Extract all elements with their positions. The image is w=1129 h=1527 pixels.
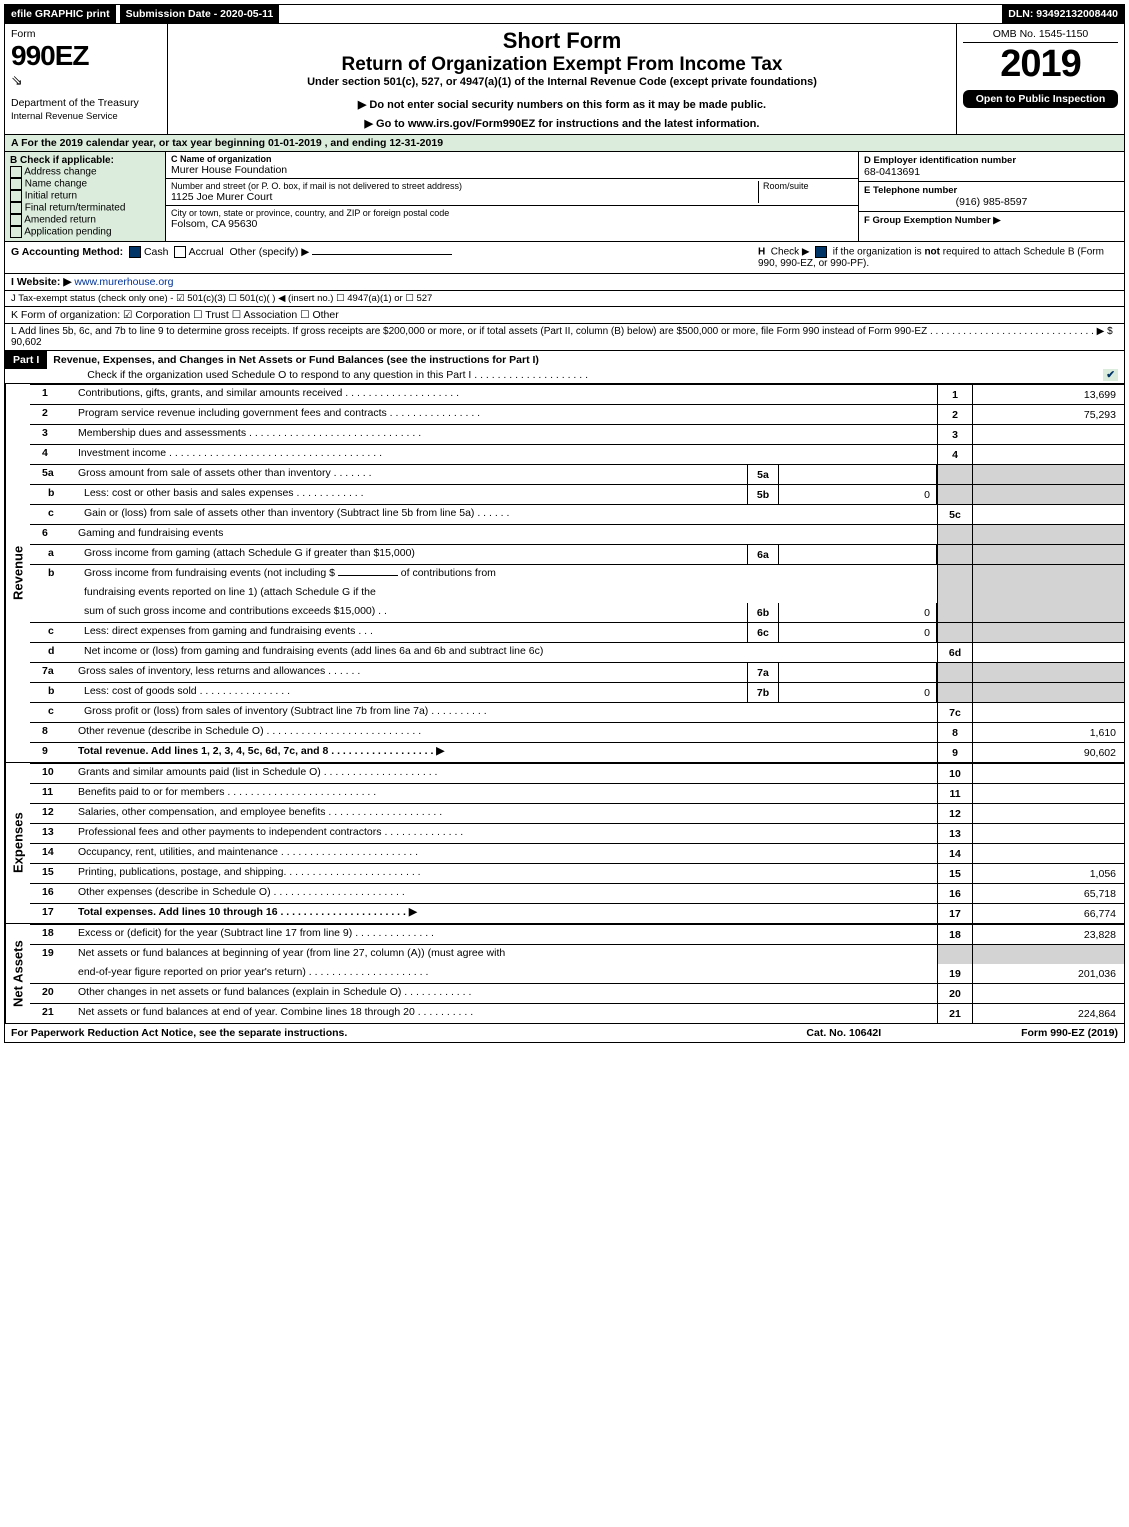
irs-label: Internal Revenue Service [11, 111, 161, 122]
footer-left: For Paperwork Reduction Act Notice, see … [11, 1027, 347, 1039]
g-label: G Accounting Method: [11, 246, 123, 258]
line-12: 12Salaries, other compensation, and empl… [30, 803, 1124, 823]
section-def: D Employer identification number 68-0413… [858, 152, 1124, 241]
open-public-badge: Open to Public Inspection [963, 90, 1118, 108]
g-other[interactable]: Other (specify) ▶ [230, 246, 310, 258]
efile-print-button[interactable]: efile GRAPHIC print [5, 5, 116, 23]
line-16: 16Other expenses (describe in Schedule O… [30, 883, 1124, 903]
line-17: 17Total expenses. Add lines 10 through 1… [30, 903, 1124, 923]
line-1: 1Contributions, gifts, grants, and simil… [30, 384, 1124, 404]
line-14: 14Occupancy, rent, utilities, and mainte… [30, 843, 1124, 863]
chk-amended-return[interactable]: Amended return [24, 215, 96, 226]
c-city-label: City or town, state or province, country… [171, 208, 853, 218]
ein-value: 68-0413691 [864, 166, 1119, 178]
line-7a: 7aGross sales of inventory, less returns… [30, 662, 1124, 682]
line-19: 19Net assets or fund balances at beginni… [30, 944, 1124, 964]
line-21: 21Net assets or fund balances at end of … [30, 1003, 1124, 1023]
line-13: 13Professional fees and other payments t… [30, 823, 1124, 843]
g-accrual[interactable]: Accrual [189, 246, 224, 258]
short-form-title: Short Form [174, 28, 950, 54]
e-label: E Telephone number [864, 185, 957, 196]
line-c: cLess: direct expenses from gaming and f… [30, 622, 1124, 642]
info-grid: B Check if applicable: Address change Na… [5, 152, 1124, 242]
form-number: 990EZ [11, 40, 161, 72]
c-street-label: Number and street (or P. O. box, if mail… [171, 181, 758, 191]
under-section: Under section 501(c), 527, or 4947(a)(1)… [174, 76, 950, 88]
line-20: 20Other changes in net assets or fund ba… [30, 983, 1124, 1003]
line-11: 11Benefits paid to or for members . . . … [30, 783, 1124, 803]
tax-year: 2019 [963, 43, 1118, 86]
line-6b: bGross income from fundraising events (n… [30, 564, 1124, 584]
line-8: 8Other revenue (describe in Schedule O) … [30, 722, 1124, 742]
section-l: L Add lines 5b, 6c, and 7b to line 9 to … [5, 324, 1124, 351]
form-container: efile GRAPHIC print Submission Date - 20… [4, 4, 1125, 1043]
dln-number: DLN: 93492132008440 [1002, 5, 1124, 23]
form-header: Form 990EZ ⇘ Department of the Treasury … [5, 24, 1124, 135]
chk-initial-return[interactable]: Initial return [25, 191, 77, 202]
section-k: K Form of organization: ☑ Corporation ☐ … [5, 307, 1124, 324]
org-name: Murer House Foundation [171, 164, 853, 176]
form-label: Form [11, 28, 161, 40]
do-not-enter-note: ▶ Do not enter social security numbers o… [174, 98, 950, 111]
expenses-vert-label: Expenses [5, 763, 30, 923]
section-b-label: B Check if applicable: [10, 155, 114, 166]
page-footer: For Paperwork Reduction Act Notice, see … [5, 1023, 1124, 1042]
line-4: 4Investment income . . . . . . . . . . .… [30, 444, 1124, 464]
section-b: B Check if applicable: Address change Na… [5, 152, 166, 241]
netassets-vert-label: Net Assets [5, 924, 30, 1023]
section-a-period: A For the 2019 calendar year, or tax yea… [5, 135, 1124, 152]
section-i: I Website: ▶ www.murerhouse.org [5, 274, 1124, 291]
c-name-label: C Name of organization [171, 154, 272, 164]
go-to-link[interactable]: ▶ Go to www.irs.gov/Form990EZ for instru… [174, 117, 950, 130]
dept-treasury: Department of the Treasury [11, 97, 161, 109]
line-9: 9Total revenue. Add lines 1, 2, 3, 4, 5c… [30, 742, 1124, 762]
d-label: D Employer identification number [864, 155, 1016, 166]
chk-name-change[interactable]: Name change [25, 179, 87, 190]
section-c: C Name of organization Murer House Found… [166, 152, 858, 241]
line-10: 10Grants and similar amounts paid (list … [30, 763, 1124, 783]
org-street: 1125 Joe Murer Court [171, 191, 758, 203]
section-h: H Check ▶ if the organization is not req… [750, 246, 1118, 269]
section-j: J Tax-exempt status (check only one) - ☑… [5, 291, 1124, 307]
f-label: F Group Exemption Number ▶ [864, 215, 1001, 226]
line-2: 2Program service revenue including gover… [30, 404, 1124, 424]
submission-date: Submission Date - 2020-05-11 [116, 5, 280, 23]
chk-final-return[interactable]: Final return/terminated [25, 203, 126, 214]
part1-check-icon: ✔ [1103, 369, 1118, 381]
line-5a: 5aGross amount from sale of assets other… [30, 464, 1124, 484]
line-d: dNet income or (loss) from gaming and fu… [30, 642, 1124, 662]
expenses-section: Expenses 10Grants and similar amounts pa… [5, 762, 1124, 923]
part1-title: Revenue, Expenses, and Changes in Net As… [47, 351, 1124, 369]
phone-value: (916) 985-8597 [864, 196, 1119, 208]
part1-label: Part I [5, 351, 47, 369]
g-cash[interactable]: Cash [144, 246, 169, 258]
org-city: Folsom, CA 95630 [171, 218, 853, 230]
chk-application-pending[interactable]: Application pending [24, 227, 111, 238]
line-a: aGross income from gaming (attach Schedu… [30, 544, 1124, 564]
line-b: bLess: cost of goods sold . . . . . . . … [30, 682, 1124, 702]
footer-center: Cat. No. 10642I [806, 1027, 881, 1039]
omb-number: OMB No. 1545-1150 [963, 28, 1118, 43]
line-c: cGross profit or (loss) from sales of in… [30, 702, 1124, 722]
netassets-section: Net Assets 18Excess or (deficit) for the… [5, 923, 1124, 1023]
line-6: 6Gaming and fundraising events [30, 524, 1124, 544]
i-label: I Website: ▶ [11, 276, 71, 288]
line-15: 15Printing, publications, postage, and s… [30, 863, 1124, 883]
footer-right: Form 990-EZ (2019) [1021, 1027, 1118, 1039]
line-b: bLess: cost or other basis and sales exp… [30, 484, 1124, 504]
part1-header-row: Part I Revenue, Expenses, and Changes in… [5, 351, 1124, 383]
part1-check-text: Check if the organization used Schedule … [87, 369, 1103, 381]
room-suite-label: Room/suite [758, 181, 853, 203]
chk-address-change[interactable]: Address change [24, 167, 96, 178]
website-link[interactable]: www.murerhouse.org [74, 276, 173, 288]
revenue-section: Revenue 1Contributions, gifts, grants, a… [5, 383, 1124, 762]
main-title: Return of Organization Exempt From Incom… [174, 54, 950, 76]
revenue-vert-label: Revenue [5, 384, 30, 762]
section-gh: G Accounting Method: Cash Accrual Other … [5, 242, 1124, 274]
line-3: 3Membership dues and assessments . . . .… [30, 424, 1124, 444]
top-bar: efile GRAPHIC print Submission Date - 20… [5, 5, 1124, 24]
line-c: cGain or (loss) from sale of assets othe… [30, 504, 1124, 524]
line-18: 18Excess or (deficit) for the year (Subt… [30, 924, 1124, 944]
